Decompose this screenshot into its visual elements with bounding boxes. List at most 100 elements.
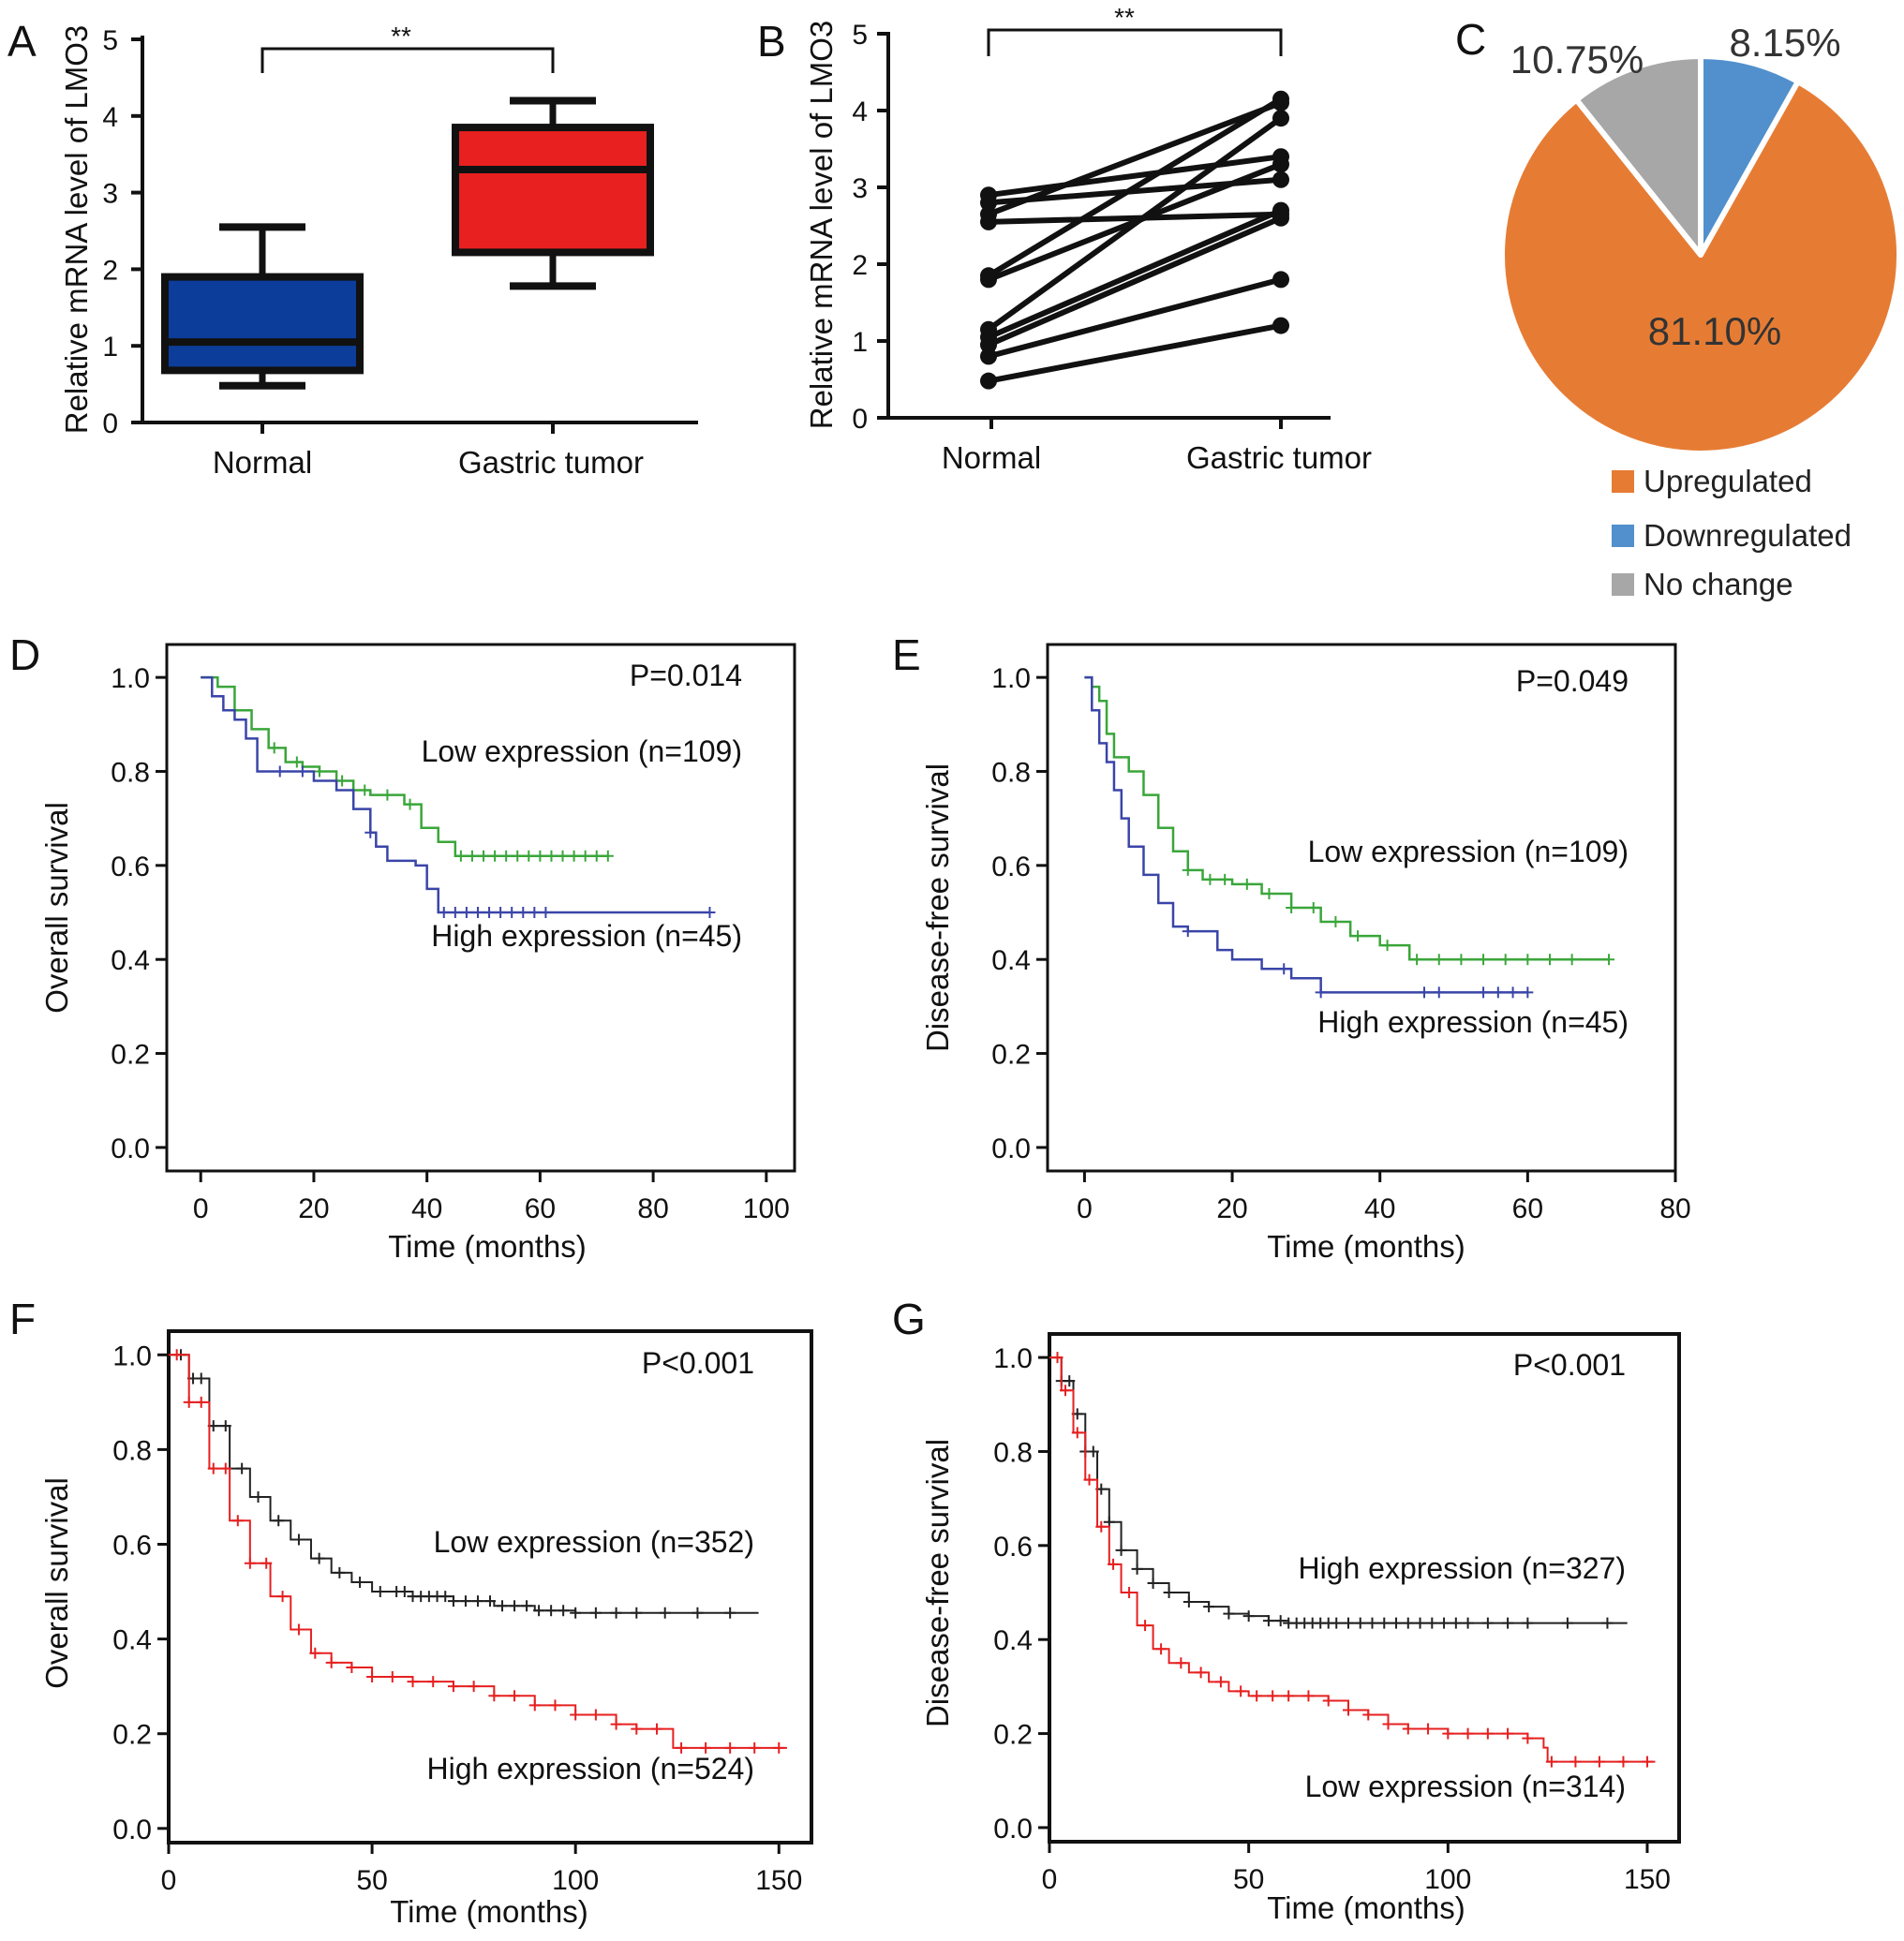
panel-f-censor-0-2 bbox=[195, 1372, 207, 1385]
panel-g-censor-0-12 bbox=[1203, 1601, 1215, 1613]
panel-e-xtick-label-4: 80 bbox=[1659, 1193, 1690, 1224]
panel-g-xtick-label-1: 50 bbox=[1233, 1864, 1264, 1895]
panel-f-censor-1-32 bbox=[773, 1741, 785, 1754]
legend-swatch-upregulated bbox=[1612, 470, 1634, 493]
panel-d-ytick-label-4: 0.8 bbox=[111, 757, 150, 788]
panel-e-censor-0-5 bbox=[1286, 902, 1298, 913]
panel-d-censor-0-14 bbox=[534, 850, 546, 862]
panel-g-censor-1-19 bbox=[1362, 1709, 1375, 1721]
panel-f-ytick-label-4: 0.8 bbox=[112, 1435, 152, 1466]
panel-f-censor-1-25 bbox=[610, 1718, 622, 1730]
panel-f-censor-1-15 bbox=[407, 1676, 419, 1688]
panel-e-xtick-label-2: 40 bbox=[1364, 1193, 1395, 1224]
panel-g-censor-0-34 bbox=[1462, 1617, 1474, 1629]
panel-d-ytick-label-1: 0.2 bbox=[111, 1040, 150, 1071]
panel-g-xlabel: Time (months) bbox=[1267, 1890, 1465, 1925]
panel-d-censor-0-11 bbox=[500, 850, 513, 862]
panel-g-censor-0-37 bbox=[1522, 1617, 1534, 1629]
panel-d-high-expression-label: High expression (n=45) bbox=[431, 919, 742, 953]
panel-letter-e: E bbox=[892, 630, 921, 679]
pie-label-no-change: 10.75% bbox=[1510, 37, 1644, 81]
panel-f-censor-0-4 bbox=[219, 1420, 231, 1432]
pair-line-0 bbox=[988, 322, 1282, 384]
panel-d-censor-1-7 bbox=[483, 907, 496, 919]
panel-f-censor-0-26 bbox=[521, 1600, 533, 1612]
panel-g-series bbox=[1049, 1352, 1656, 1768]
panel-f-censor-0-6 bbox=[252, 1490, 264, 1503]
panel-g-censor-1-30 bbox=[1593, 1756, 1605, 1768]
panel-c-legend: Upregulated Downregulated No change bbox=[1612, 464, 1852, 601]
panel-d-pvalue: P=0.014 bbox=[630, 659, 742, 692]
panel-d-censor-0-18 bbox=[579, 850, 591, 862]
panel-f-censor-1-20 bbox=[509, 1690, 521, 1702]
panel-b-ytick-label-4: 4 bbox=[852, 96, 868, 127]
panel-f-censor-1-3 bbox=[207, 1462, 219, 1474]
panel-e-axes: 0 20 40 60 80 0.0 0.2 0.4 0.6 0.8 1.0 bbox=[991, 663, 1690, 1224]
panel-g-xtick-label-2: 100 bbox=[1424, 1864, 1471, 1895]
panel-g-censor-0-16 bbox=[1274, 1615, 1287, 1627]
pair-point-tumor-4 bbox=[1272, 110, 1289, 127]
panel-e-frame bbox=[1046, 643, 1677, 1173]
panel-f-censor-0-12 bbox=[374, 1586, 386, 1598]
panel-f-censor-1-2 bbox=[195, 1396, 207, 1408]
panel-e-censor-1-3 bbox=[1419, 986, 1430, 999]
panel-g-censor-1-22 bbox=[1422, 1723, 1435, 1735]
panel-a-ytick-label-3: 3 bbox=[102, 179, 118, 210]
panel-d-censor-1-4 bbox=[449, 907, 461, 919]
box-1 bbox=[452, 124, 654, 257]
panel-e-censor-0-10 bbox=[1411, 954, 1423, 966]
panel-g-censor-1-14 bbox=[1267, 1690, 1279, 1702]
panel-d-censor-0-10 bbox=[489, 850, 501, 862]
panel-e-censor-0-1 bbox=[1204, 873, 1216, 885]
panel-a-yticks: 0 1 2 3 4 5 bbox=[102, 25, 142, 439]
panel-g-ytick-label-5: 1.0 bbox=[993, 1343, 1033, 1374]
pair-point-normal-4 bbox=[980, 320, 997, 338]
panel-b-category-tumor: Gastric tumor bbox=[1186, 440, 1372, 475]
legend-label-downregulated: Downregulated bbox=[1644, 518, 1852, 553]
panel-d-censor-1-8 bbox=[495, 907, 507, 919]
panel-g-censor-0-39 bbox=[1601, 1617, 1614, 1629]
panel-f-censor-1-8 bbox=[276, 1591, 289, 1603]
panel-d-censor-1-3 bbox=[438, 907, 450, 919]
panel-f-xtick-label-2: 100 bbox=[552, 1865, 599, 1896]
panel-e-censor-0-13 bbox=[1478, 954, 1490, 966]
panel-a-ylabel: Relative mRNA level of LMO3 bbox=[59, 25, 94, 435]
panel-f-censor-1-29 bbox=[700, 1741, 712, 1754]
panel-d-xtick-label-2: 40 bbox=[411, 1193, 442, 1224]
panel-a-ytick-label-4: 4 bbox=[102, 102, 118, 133]
panel-g-censor-1-9 bbox=[1175, 1657, 1187, 1669]
panel-f-censor-0-34 bbox=[659, 1607, 671, 1619]
panel-g-censor-1-28 bbox=[1545, 1756, 1557, 1768]
panel-g-censor-1-31 bbox=[1617, 1756, 1629, 1768]
panel-g-censor-0-35 bbox=[1481, 1617, 1494, 1629]
panel-g-low-expression-label: Low expression (n=314) bbox=[1305, 1770, 1626, 1803]
panel-d-censor-0-7 bbox=[454, 850, 467, 862]
panel-e-ytick-label-5: 1.0 bbox=[991, 663, 1031, 694]
panel-g-ytick-label-0: 0.0 bbox=[993, 1814, 1033, 1845]
panel-e-censor-0-14 bbox=[1499, 954, 1511, 966]
pair-line-8 bbox=[987, 99, 1283, 217]
panel-a-ytick-label-5: 5 bbox=[102, 25, 118, 56]
panel-d-censor-1-2 bbox=[364, 826, 377, 838]
panel-d-xtick-label-0: 0 bbox=[193, 1193, 209, 1224]
panel-e-xlabel: Time (months) bbox=[1267, 1229, 1465, 1264]
panel-g-censor-1-13 bbox=[1251, 1690, 1263, 1702]
panel-b-category-normal: Normal bbox=[942, 440, 1041, 475]
panel-f-ytick-label-2: 0.4 bbox=[112, 1625, 152, 1656]
panel-g-censor-0-8 bbox=[1131, 1563, 1143, 1575]
pair-point-normal-8 bbox=[980, 205, 997, 223]
panel-b-ylabel: Relative mRNA level of LMO3 bbox=[804, 21, 839, 430]
box-0 bbox=[161, 273, 364, 375]
panel-g-censor-0-29 bbox=[1402, 1617, 1414, 1629]
pair-point-normal-6 bbox=[980, 267, 997, 285]
panel-g-censor-1-2 bbox=[1071, 1427, 1083, 1439]
panel-g-censor-1-10 bbox=[1195, 1667, 1207, 1679]
panel-g-censor-0-23 bbox=[1331, 1617, 1343, 1629]
panel-e-censor-0-11 bbox=[1433, 954, 1445, 966]
panel-g-censor-1-23 bbox=[1442, 1727, 1454, 1740]
panel-e-pvalue: P=0.049 bbox=[1516, 664, 1629, 698]
panel-g-axes: 0 50 100 150 0.0 0.2 0.4 0.6 0.8 1.0 bbox=[993, 1343, 1671, 1895]
panel-f-ytick-label-5: 1.0 bbox=[112, 1341, 152, 1371]
panel-g-censor-0-30 bbox=[1414, 1617, 1426, 1629]
